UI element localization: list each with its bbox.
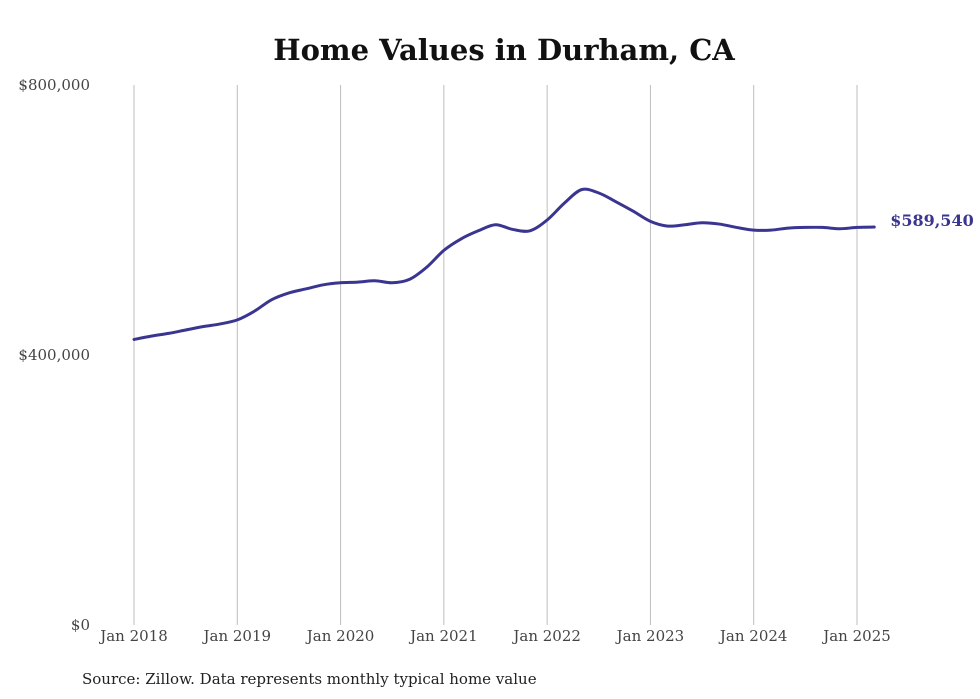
x-tick-label: Jan 2023 — [615, 627, 685, 645]
data-point — [219, 322, 222, 325]
x-tick-label: Jan 2020 — [305, 627, 375, 645]
data-point — [511, 228, 514, 231]
data-point — [305, 287, 308, 290]
data-point — [270, 298, 273, 301]
y-tick-label: $0 — [71, 616, 90, 634]
x-tick-label: Jan 2025 — [821, 627, 891, 645]
data-point — [873, 226, 876, 229]
gridlines — [133, 85, 858, 625]
data-point — [597, 192, 600, 195]
data-point — [425, 266, 428, 269]
data-point — [787, 227, 790, 230]
data-point — [253, 310, 256, 313]
x-tick-label: Jan 2019 — [202, 627, 272, 645]
data-point — [460, 237, 463, 240]
data-point — [408, 278, 411, 281]
data-point — [356, 281, 359, 284]
x-axis-tick-labels: Jan 2018 Jan 2019 Jan 2020 Jan 2021 Jan 2022… — [98, 627, 891, 645]
y-tick-label: $800,000 — [18, 76, 90, 94]
data-point — [666, 225, 669, 228]
data-point — [718, 223, 721, 226]
data-point — [856, 226, 859, 229]
data-point — [752, 229, 755, 232]
data-point — [528, 229, 531, 232]
data-point — [201, 325, 204, 328]
data-point — [494, 223, 497, 226]
data-point — [615, 200, 618, 203]
y-axis-tick-labels: $0 $400,000 $800,000 — [18, 76, 90, 634]
data-point — [287, 291, 290, 294]
chart-title: Home Values in Durham, CA — [273, 33, 735, 67]
data-point — [821, 226, 824, 229]
data-point — [442, 249, 445, 252]
data-point — [150, 335, 153, 338]
data-point — [477, 229, 480, 232]
home-value-line — [132, 187, 876, 341]
data-point — [683, 223, 686, 226]
data-point — [769, 229, 772, 232]
data-point — [546, 219, 549, 222]
last-value-label: $589,540 — [890, 211, 974, 230]
data-point — [701, 221, 704, 224]
data-point — [322, 283, 325, 286]
data-point — [374, 279, 377, 282]
data-point — [735, 226, 738, 229]
x-tick-label: Jan 2022 — [511, 627, 581, 645]
data-point — [391, 281, 394, 284]
data-point — [184, 329, 187, 332]
data-point — [236, 318, 239, 321]
data-point — [339, 281, 342, 284]
data-point — [649, 220, 652, 223]
x-tick-label: Jan 2018 — [98, 627, 168, 645]
data-point — [580, 188, 583, 191]
y-tick-label: $400,000 — [18, 346, 90, 364]
data-point — [133, 338, 136, 341]
data-point — [804, 226, 807, 229]
data-point — [838, 227, 841, 230]
x-tick-label: Jan 2021 — [408, 627, 478, 645]
data-point — [563, 202, 566, 205]
data-point — [167, 332, 170, 335]
source-note: Source: Zillow. Data represents monthly … — [82, 670, 537, 688]
x-tick-label: Jan 2024 — [718, 627, 788, 645]
data-point — [632, 210, 635, 213]
